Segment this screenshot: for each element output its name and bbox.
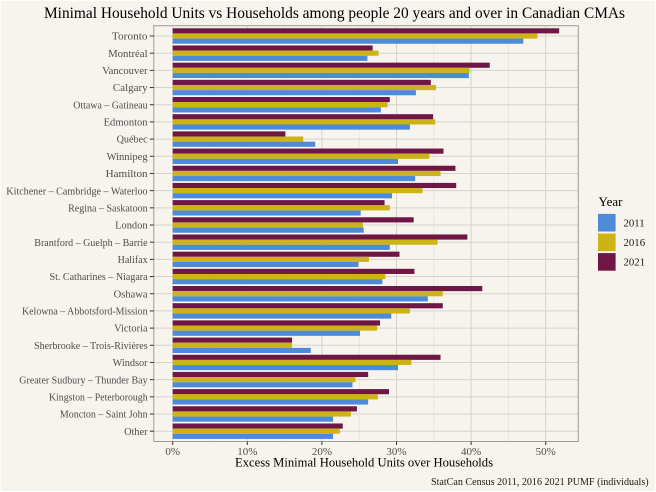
svg-text:Winnipeg: Winnipeg	[107, 151, 149, 163]
svg-text:Vancouver: Vancouver	[102, 65, 148, 77]
svg-text:Moncton – Saint John: Moncton – Saint John	[60, 409, 148, 421]
svg-text:0%: 0%	[165, 446, 180, 458]
svg-text:London: London	[115, 220, 148, 232]
svg-text:Montréal: Montréal	[108, 48, 148, 60]
svg-text:30%: 30%	[386, 446, 406, 458]
svg-text:StatCan Census 2011, 2016 2021: StatCan Census 2011, 2016 2021 PUMF (ind…	[431, 477, 649, 488]
svg-text:2011: 2011	[624, 218, 645, 230]
svg-text:St. Catharines – Niagara: St. Catharines – Niagara	[50, 271, 148, 283]
svg-text:Calgary: Calgary	[113, 82, 148, 94]
svg-text:2021: 2021	[624, 257, 646, 269]
svg-text:Victoria: Victoria	[114, 323, 148, 335]
svg-text:Edmonton: Edmonton	[104, 117, 149, 129]
svg-text:10%: 10%	[237, 446, 257, 458]
svg-text:Oshawa: Oshawa	[114, 288, 148, 300]
svg-text:Minimal Household Units vs Hou: Minimal Household Units vs Households am…	[44, 5, 625, 22]
svg-text:Kelowna – Abbotsford-Mission: Kelowna – Abbotsford-Mission	[22, 306, 148, 318]
svg-text:Regina – Saskatoon: Regina – Saskatoon	[68, 202, 148, 214]
svg-text:Kingston – Peterborough: Kingston – Peterborough	[49, 391, 148, 403]
svg-text:Toronto: Toronto	[112, 31, 148, 43]
svg-text:Excess Minimal Household Units: Excess Minimal Household Units over Hous…	[235, 456, 493, 470]
svg-text:Halifax: Halifax	[118, 254, 149, 266]
svg-text:40%: 40%	[461, 446, 481, 458]
svg-text:20%: 20%	[312, 446, 332, 458]
svg-text:50%: 50%	[536, 446, 556, 458]
svg-text:Brantford – Guelph – Barrie: Brantford – Guelph – Barrie	[34, 237, 148, 249]
svg-text:Sherbrooke – Trois-Rivières: Sherbrooke – Trois-Rivières	[34, 340, 148, 352]
svg-text:Hamilton: Hamilton	[106, 168, 149, 180]
svg-text:Other: Other	[124, 426, 148, 438]
svg-text:Ottawa – Gatineau: Ottawa – Gatineau	[73, 99, 148, 111]
svg-text:2016: 2016	[624, 237, 646, 249]
svg-text:Year: Year	[599, 194, 624, 209]
svg-text:Greater Sudbury – Thunder Bay: Greater Sudbury – Thunder Bay	[19, 374, 148, 386]
svg-text:Québec: Québec	[117, 134, 148, 146]
svg-text:Windsor: Windsor	[113, 357, 148, 369]
svg-text:Kitchener – Cambridge – Waterl: Kitchener – Cambridge – Waterloo	[6, 185, 147, 197]
